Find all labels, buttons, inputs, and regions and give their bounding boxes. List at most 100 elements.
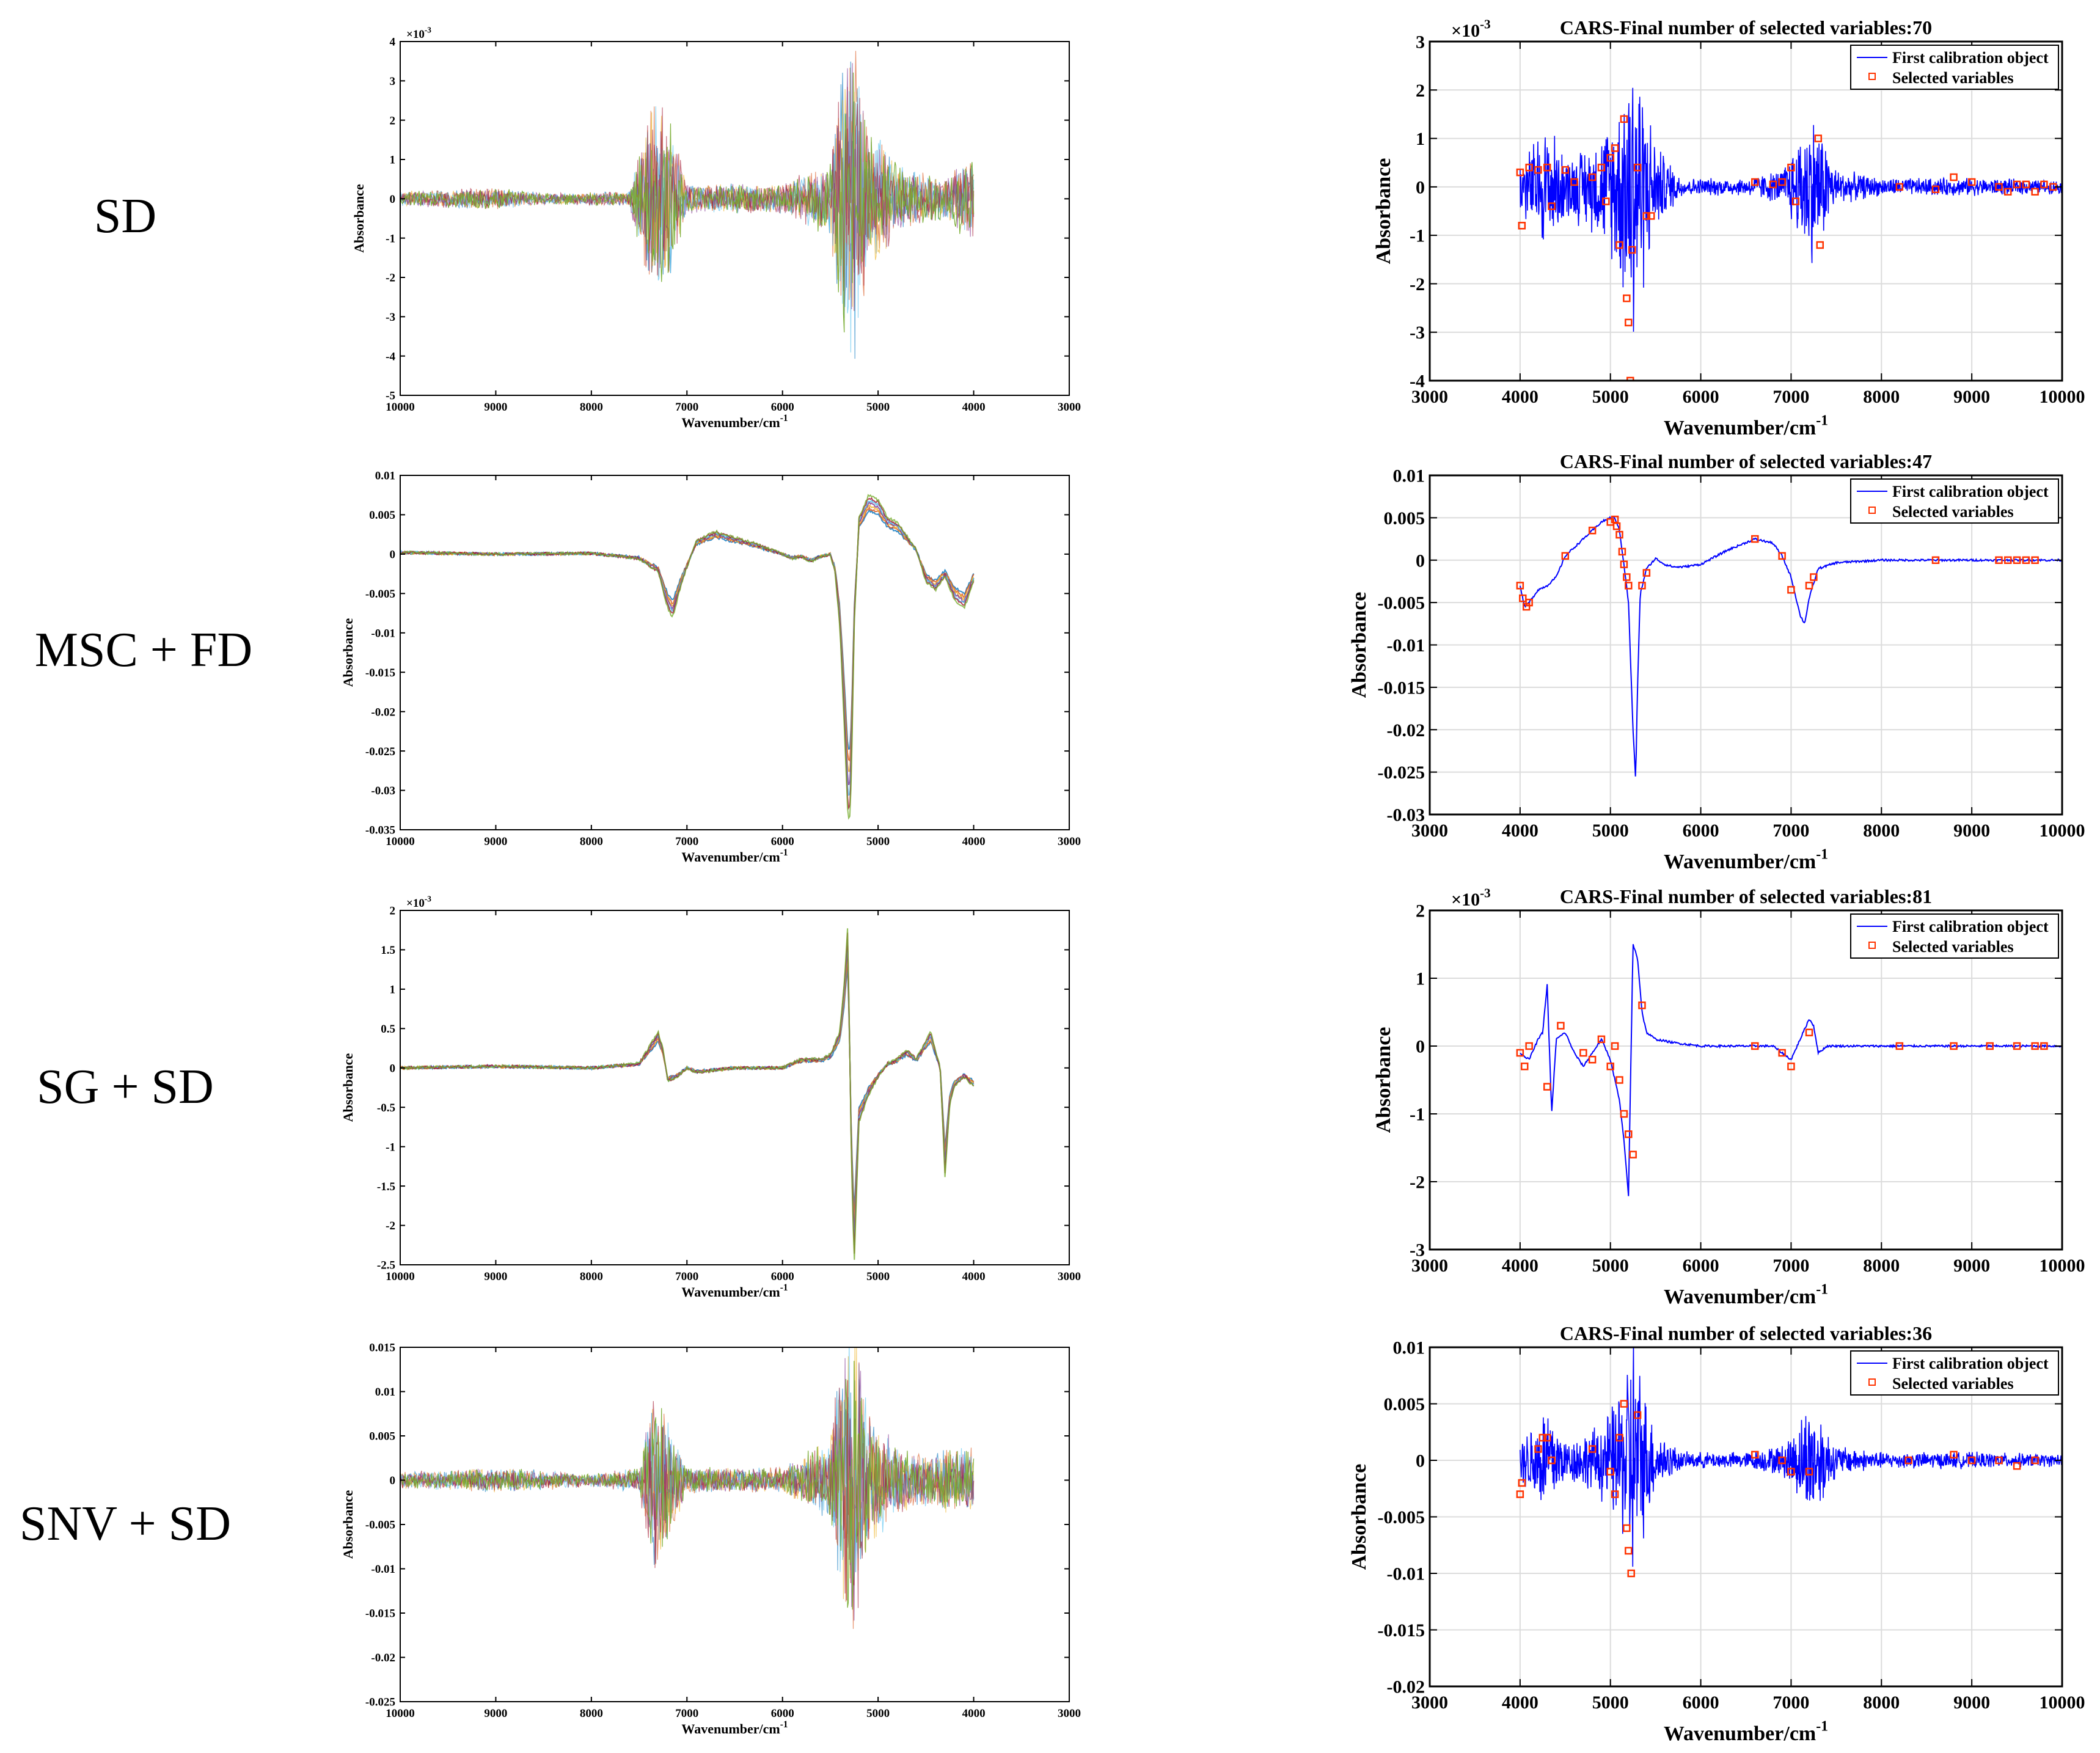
- spectrum-line-1: [400, 965, 974, 1210]
- selected-variable-marker: [1516, 168, 1524, 177]
- selected-variable-marker: [1518, 222, 1526, 230]
- selected-variable-marker: [1633, 1411, 1642, 1419]
- selected-variable-marker: [2031, 556, 2039, 564]
- y-tick-label: 0: [1416, 1037, 1425, 1057]
- x-tick-label: 6000: [1683, 821, 1719, 841]
- spectrum-line-5: [400, 939, 975, 1245]
- y-tick-label: 0.005: [369, 509, 395, 522]
- x-tick-label: 7000: [1773, 387, 1809, 407]
- right-chart-4: 3000 4000 5000 6000 7000 8000 9000 10000 -0.02 -0…: [1348, 1322, 2085, 1745]
- legend-marker-swatch: [1868, 73, 1876, 80]
- x-tick-label: 6000: [771, 1707, 794, 1720]
- selected-variable-marker: [1950, 1042, 1958, 1050]
- y-tick-label: -0.015: [365, 1608, 395, 1620]
- selected-variable-marker: [1548, 202, 1556, 210]
- selected-variable-marker: [1579, 1049, 1587, 1057]
- selected-variable-marker: [1751, 1451, 1759, 1458]
- x-axis-label-text: Wavenumber/cm: [1664, 417, 1816, 439]
- x-axis-label-text: Wavenumber/cm: [1664, 851, 1816, 873]
- y-tick-label: 0: [1416, 1451, 1425, 1471]
- x-axis-label-text: Wavenumber/cm: [1664, 1722, 1816, 1745]
- selected-variable-marker: [1995, 183, 2003, 191]
- x-axis-label: Wavenumber/cm-1: [1664, 1719, 1828, 1745]
- selected-variable-marker: [1787, 586, 1795, 594]
- selected-variable-marker: [1615, 1076, 1623, 1084]
- x-tick-label: 3000: [1058, 1707, 1081, 1720]
- spectrum-line-3: [400, 504, 975, 772]
- selected-variable-marker: [1611, 1042, 1619, 1050]
- y-tick-label: -1.5: [377, 1180, 395, 1193]
- selected-variable-marker: [2040, 180, 2048, 189]
- series-group: [1516, 944, 2062, 1196]
- y-tick-label: -2: [1410, 1173, 1425, 1193]
- selected-variable-marker: [1805, 1028, 1813, 1037]
- x-tick-label: 10000: [2040, 1693, 2085, 1713]
- selected-variable-marker: [1986, 1042, 1994, 1050]
- y-tick-label: -5: [386, 390, 395, 403]
- x-tick-label: 9000: [1953, 821, 1990, 841]
- selected-variable-marker: [1787, 163, 1795, 172]
- y-tick-label: -0.025: [365, 745, 395, 758]
- legend-box: [1850, 478, 2059, 524]
- selected-variable-marker: [2031, 188, 2039, 196]
- selected-variable-marker: [1751, 1042, 1759, 1050]
- selected-variable-marker: [1778, 1456, 1786, 1465]
- axis-exponent-power: -3: [1480, 886, 1491, 901]
- x-tick-label: 5000: [1592, 821, 1629, 841]
- selected-variable-marker: [1810, 573, 1818, 581]
- y-tick-label: -0.01: [1387, 635, 1425, 656]
- selected-variable-marker: [1516, 1490, 1524, 1498]
- x-tick-label: 7000: [675, 835, 698, 848]
- selected-variable-marker: [1620, 1110, 1628, 1118]
- y-axis-label: Absorbance: [1372, 1027, 1395, 1133]
- selected-variable-marker: [1895, 1042, 1904, 1050]
- selected-variable-marker: [2013, 180, 2021, 189]
- x-tick-label: 7000: [675, 401, 698, 414]
- y-tick-label: 0.5: [381, 1023, 395, 1036]
- y-tick-label: -2: [386, 272, 395, 285]
- x-tick-label: 6000: [1683, 387, 1719, 407]
- x-tick-label: 8000: [580, 401, 603, 414]
- x-tick-label: 6000: [771, 835, 794, 848]
- x-axis-label-text: Wavenumber/cm: [681, 1721, 780, 1737]
- x-tick-label: 9000: [484, 1270, 507, 1283]
- axis-exponent: ×10-3: [406, 894, 431, 910]
- selected-variable-marker: [1618, 547, 1626, 556]
- row-label: SNV + SD: [20, 1497, 231, 1551]
- selected-variable-marker: [1967, 178, 1976, 186]
- x-tick-label: 9000: [484, 401, 507, 414]
- y-tick-label: -2: [386, 1220, 395, 1232]
- spectrum-line-5: [400, 499, 975, 796]
- x-tick-label: 7000: [675, 1707, 698, 1720]
- selected-variable-marker: [1588, 1445, 1597, 1453]
- y-tick-label: 0.01: [375, 470, 395, 483]
- selected-variable-marker: [1588, 1055, 1597, 1064]
- selected-variable-marker: [1570, 178, 1578, 186]
- y-tick-label: -0.02: [371, 706, 395, 719]
- selected-variable-marker: [1612, 522, 1621, 530]
- x-tick-label: 8000: [1863, 821, 1900, 841]
- selected-variable-marker: [1950, 173, 1958, 181]
- y-tick-label: 2: [1416, 81, 1425, 101]
- x-axis-label-sup: -1: [1816, 1282, 1828, 1298]
- right-chart-2: 3000 4000 5000 6000 7000 8000 9000 10000 -0.03 -0…: [1348, 450, 2085, 873]
- y-tick-label: -0.01: [1387, 1564, 1425, 1584]
- y-tick-label: -1: [386, 1141, 395, 1154]
- x-tick-label: 9000: [484, 835, 507, 848]
- selected-variable-marker: [1620, 560, 1628, 568]
- legend-marker-swatch: [1868, 1378, 1876, 1386]
- selected-variable-marker: [1787, 1063, 1795, 1070]
- y-tick-label: 4: [390, 36, 396, 49]
- x-axis-label: Wavenumber/cm-1: [681, 413, 788, 430]
- selected-variable-marker: [1625, 1130, 1633, 1138]
- x-axis-label-sup: -1: [780, 413, 788, 423]
- x-tick-label: 10000: [386, 401, 415, 414]
- selected-variable-marker: [1516, 1049, 1524, 1057]
- y-tick-label: -0.025: [1378, 763, 1425, 783]
- selected-variable-marker: [2004, 188, 2012, 196]
- spectrum-line-7: [400, 928, 975, 1260]
- y-tick-label: -0.02: [1387, 1677, 1425, 1697]
- spectrum-line-2: [400, 505, 975, 762]
- spectrum-line-4: [400, 946, 975, 1237]
- y-tick-label: 0.01: [1393, 466, 1425, 486]
